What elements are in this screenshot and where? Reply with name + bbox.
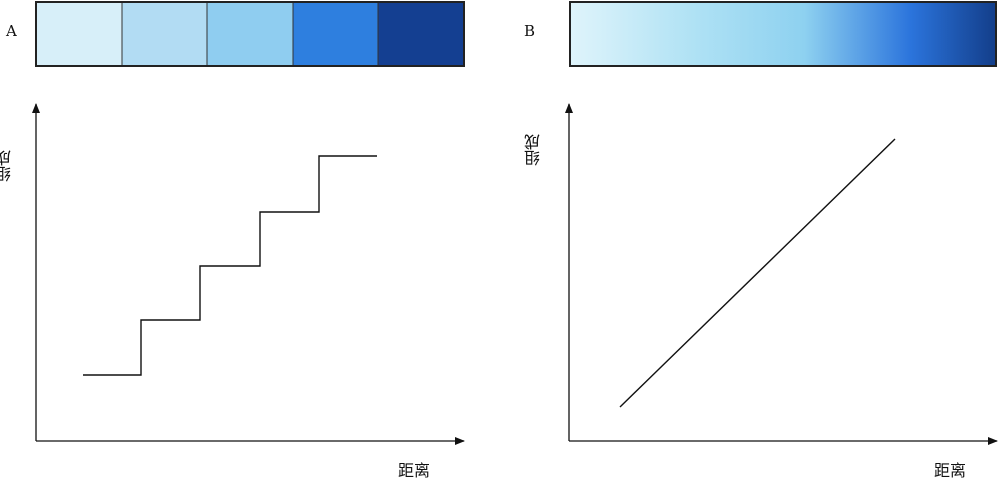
- panel-b-y-label: 组成: [524, 134, 543, 166]
- panel-a-colorbar: [35, 1, 465, 67]
- colorbar-segment-3: [206, 1, 294, 67]
- panel-b-axes: [565, 103, 998, 445]
- colorbar-segment-5: [377, 1, 465, 67]
- panel-a-x-label: 距离: [398, 461, 431, 480]
- panel-a-y-label: 组成: [0, 150, 14, 182]
- colorbar-segment-1: [35, 1, 123, 67]
- panel-a-axes: [32, 103, 465, 445]
- panel-b-label: B: [524, 22, 536, 40]
- panel-b-colorbar: [569, 1, 997, 67]
- colorbar-segment-2: [121, 1, 208, 67]
- colorbar-a-frame: [35, 1, 465, 67]
- gradient-bar: [569, 1, 997, 67]
- panel-b-linear-curve: [619, 138, 896, 408]
- panel-a-label: A: [6, 22, 17, 40]
- panel-b-x-label: 距离: [934, 461, 967, 480]
- panel-a-step-curve: [83, 155, 377, 376]
- colorbar-segment-4: [292, 1, 379, 67]
